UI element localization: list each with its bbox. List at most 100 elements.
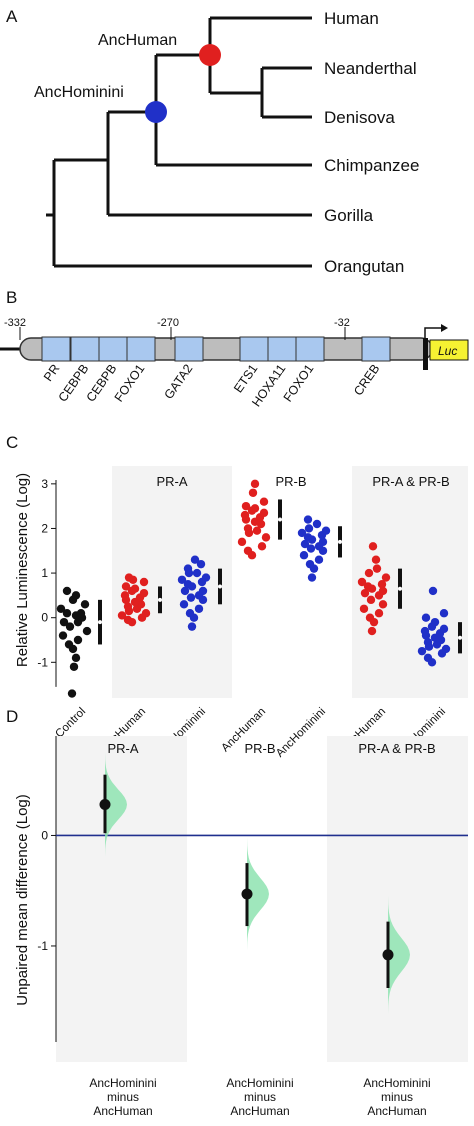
point-c-2-8: [180, 586, 190, 596]
point-c-5-13: [357, 577, 367, 587]
point-c-3-7: [243, 524, 253, 533]
point-c-1-7: [123, 602, 133, 611]
taxon-gorilla: Gorilla: [324, 206, 374, 225]
y-tick-label-d-0: 0: [41, 828, 48, 842]
point-c-4-16: [312, 519, 322, 529]
point-c-5-11: [363, 582, 373, 591]
tss-bar: [423, 338, 428, 370]
point-c-0-19: [62, 586, 72, 596]
point-c-4-11: [303, 533, 313, 542]
point-c-3-13: [259, 508, 269, 518]
y-tick-label-d-1: -1: [37, 939, 48, 953]
point-c-5-14: [381, 573, 391, 582]
point-c-0-5: [73, 635, 83, 645]
point-c-3-15: [250, 504, 260, 513]
point-c-3-12: [240, 510, 250, 520]
point-c-3-3: [237, 537, 247, 547]
point-c-0-13: [62, 609, 72, 618]
point-c-3-16: [241, 501, 251, 511]
x-label-c-anchominini-4: AncHominini: [274, 706, 328, 760]
y-axis: -1 0 1 2 3: [37, 477, 57, 687]
mean-difference-chart: -1 0 PR-A PR-B PR-A & PR-B Unpaired mean …: [14, 736, 468, 1118]
tf-box-cebpb-2: [98, 336, 128, 362]
taxon-chimpanzee: Chimpanzee: [324, 156, 419, 175]
point-c-6-18: [428, 586, 438, 596]
mean-gap-2: [218, 584, 222, 589]
point-c-2-17: [183, 564, 193, 573]
point-c-5-2: [365, 613, 375, 622]
point-c-1-16: [121, 582, 131, 591]
anc-hominini-label: AncHominini: [34, 84, 124, 101]
point-c-2-9: [198, 586, 208, 596]
band-d-pr-a: [56, 736, 187, 1062]
point-c-1-3: [117, 611, 127, 620]
y-tick-label-c-3: 3: [41, 477, 48, 491]
point-c-5-17: [371, 555, 381, 564]
tss-arrowhead-icon: [441, 324, 448, 332]
y-tick-label-c-1: 1: [41, 566, 48, 580]
comparison-label-1-0: AncHominini: [226, 1076, 293, 1090]
point-c-4-15: [304, 524, 314, 533]
group-title-pr-a: PR-A: [156, 474, 187, 489]
point-c-4-8: [300, 539, 310, 549]
comparison-label-1-2: AncHuman: [230, 1104, 289, 1118]
taxon-human: Human: [324, 9, 379, 28]
mean-gap-1: [158, 597, 162, 602]
point-c-1-13: [139, 588, 149, 598]
y-axis-title-d: Unpaired mean difference (Log): [14, 794, 31, 1006]
tf-box-hoxa11-6: [267, 336, 297, 362]
point-c-5-15: [364, 568, 374, 578]
point-c-4-9: [318, 537, 328, 547]
mean-gap-3: [278, 517, 282, 522]
x-label-c-control-0: Control: [53, 706, 88, 741]
point-c-4-2: [305, 559, 315, 569]
point-c-1-12: [120, 591, 130, 600]
anc-human-label: AncHuman: [98, 32, 177, 49]
point-c-2-18: [196, 559, 206, 569]
point-c-0-15: [56, 604, 66, 613]
point-c-0-14: [76, 609, 86, 618]
point-c-2-14: [201, 573, 211, 582]
group-backgrounds: [56, 736, 468, 1062]
point-c-1-17: [139, 577, 149, 587]
comparison-label-0-0: AncHominini: [89, 1076, 156, 1090]
point-c-2-11: [183, 580, 193, 589]
point-c-5-16: [372, 564, 382, 573]
comparison-label-1-1: minus: [244, 1090, 276, 1104]
point-c-4-17: [303, 515, 313, 524]
distribution-0: [105, 744, 127, 865]
point-c-3-2: [257, 542, 267, 551]
luciferase-label: Luc: [438, 344, 457, 358]
tf-label-gata2-4: GATA2: [162, 362, 196, 402]
group-title-d-pr-a: PR-A: [107, 741, 138, 756]
mean-estimate-0: [99, 799, 111, 811]
point-c-0-7: [82, 626, 92, 636]
mean-sd-bars: [98, 499, 462, 654]
panel-b-letter: B: [6, 288, 17, 307]
tf-box-foxo1-7: [295, 336, 325, 362]
point-c-6-12: [420, 626, 430, 636]
group-title-d-pr-b: PR-B: [244, 741, 275, 756]
y-axis: -1 0: [37, 736, 468, 1042]
point-c-1-19: [124, 573, 134, 582]
point-c-4-3: [314, 555, 324, 564]
point-c-4-6: [306, 544, 316, 553]
pos-label-270: -270: [157, 317, 179, 329]
point-c-1-1: [123, 615, 133, 625]
group-title-pr-b: PR-B: [275, 474, 306, 489]
tf-label-pr-0: PR: [41, 362, 62, 384]
point-c-0-2: [71, 653, 81, 663]
comparison-label-2-2: AncHuman: [367, 1104, 426, 1118]
point-c-4-13: [297, 528, 307, 538]
taxon-neanderthal: Neanderthal: [324, 59, 417, 78]
taxon-denisova: Denisova: [324, 108, 395, 127]
point-c-3-4: [261, 533, 271, 542]
data-points: [56, 479, 451, 698]
point-c-5-18: [368, 542, 378, 551]
point-c-6-1: [423, 653, 433, 663]
panel-c-letter: C: [6, 433, 18, 452]
tf-box-creb-8: [361, 336, 391, 362]
point-c-4-4: [299, 551, 309, 560]
y-axis-title-c: Relative Luminescence (Log): [14, 473, 31, 667]
